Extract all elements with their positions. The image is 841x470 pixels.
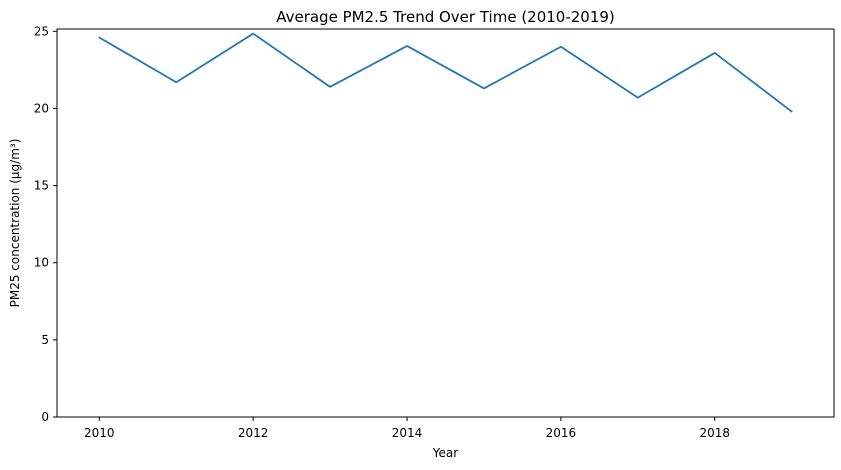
y-tick-label: 15 — [34, 179, 49, 193]
chart-title: Average PM2.5 Trend Over Time (2010-2019… — [276, 8, 615, 26]
x-tick-label: 2014 — [392, 426, 423, 440]
y-tick-label: 10 — [34, 256, 49, 270]
x-axis-label: Year — [432, 446, 458, 460]
x-tick-label: 2010 — [84, 426, 115, 440]
y-tick-label: 20 — [34, 101, 49, 115]
x-tick-label: 2018 — [699, 426, 730, 440]
x-tick-label: 2012 — [238, 426, 269, 440]
plot-frame — [56, 28, 835, 418]
x-tick-label: 2016 — [546, 426, 577, 440]
y-axis-label: PM25 concentration (µg/m³) — [8, 139, 22, 308]
y-tick-label: 0 — [41, 410, 49, 424]
series-line — [98, 32, 793, 113]
y-tick-label: 25 — [34, 24, 49, 38]
y-tick-label: 5 — [41, 333, 49, 347]
